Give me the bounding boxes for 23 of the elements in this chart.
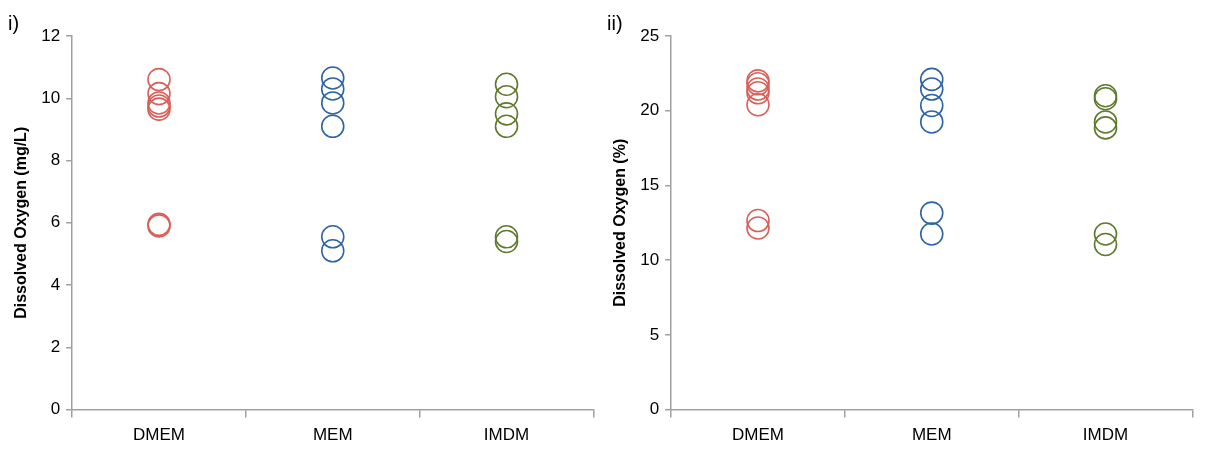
- y-tick-label: 15: [640, 175, 660, 195]
- y-tick-label: 0: [649, 399, 660, 419]
- chart-title: ii): [607, 11, 623, 34]
- y-axis-title: Dissolved Oxygen (%): [611, 138, 629, 307]
- y-tick-label: 25: [640, 25, 660, 45]
- x-tick-label: MEM: [911, 425, 952, 445]
- x-tick-label: MEM: [312, 425, 353, 445]
- y-tick-label: 20: [640, 100, 660, 120]
- y-axis-title: Dissolved Oxygen (mg/L): [12, 126, 30, 319]
- x-tick-label: DMEM: [133, 425, 185, 445]
- x-tick-label: IMDM: [483, 425, 530, 445]
- chart-title: i): [8, 11, 20, 34]
- y-tick-label: 8: [50, 150, 61, 170]
- x-tick-label: DMEM: [732, 425, 784, 445]
- y-tick-label: 5: [649, 324, 660, 344]
- x-tick-label: IMDM: [1082, 425, 1129, 445]
- y-tick-label: 10: [41, 87, 61, 107]
- y-tick-label: 10: [640, 249, 660, 269]
- y-tick-label: 0: [50, 399, 61, 419]
- y-tick-label: 12: [41, 25, 61, 45]
- y-tick-label: 4: [50, 274, 61, 294]
- y-tick-label: 2: [50, 337, 61, 357]
- y-tick-label: 6: [50, 212, 61, 232]
